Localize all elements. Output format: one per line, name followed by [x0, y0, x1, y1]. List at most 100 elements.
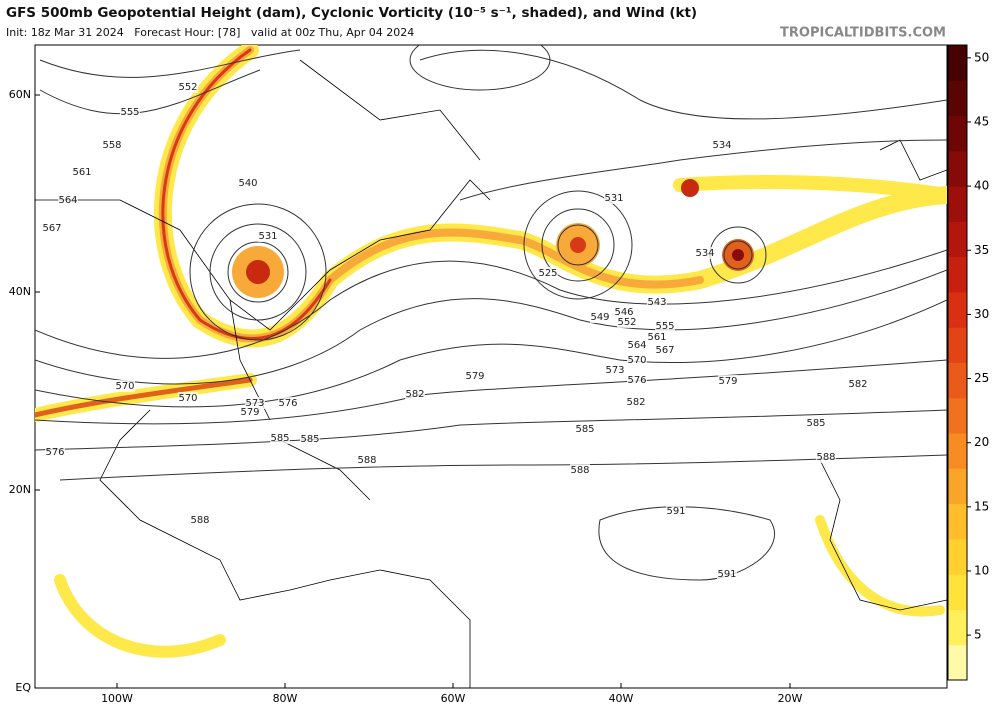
lon-label: 20W: [778, 692, 803, 705]
colorbar-band: [948, 609, 967, 646]
colorbar-frame: [947, 44, 968, 681]
contour-label-bg: [72, 166, 92, 178]
contour-label-bg: [45, 446, 65, 458]
contour-label: 585: [300, 434, 319, 445]
map-frame: [34, 44, 948, 689]
colorbar-tick-label: 45: [974, 114, 989, 128]
contour-label: 564: [627, 340, 646, 351]
colorbar-band: [948, 150, 967, 187]
colorbar-band: [948, 503, 967, 540]
colorbar-tick-label: 40: [974, 179, 989, 193]
contour-label-bg: [115, 380, 135, 392]
contour-label: 591: [717, 569, 736, 580]
contour-label-bg: [357, 454, 377, 466]
contour-label: 579: [718, 376, 737, 387]
lon-label: 60W: [441, 692, 466, 705]
title: GFS 500mb Geopotential Height (dam), Cyc…: [6, 5, 697, 21]
contour-label: 588: [570, 465, 589, 476]
contour-label: 588: [190, 515, 209, 526]
colorbar-band: [948, 327, 967, 363]
contour-label-bg: [238, 177, 258, 189]
contour-label: 576: [45, 447, 64, 458]
colorbar-tick-label: 35: [974, 243, 989, 257]
contour-label: 588: [816, 452, 835, 463]
contour-label: 570: [627, 355, 646, 366]
contour-label: 570: [115, 381, 134, 392]
colorbar-band: [948, 644, 967, 681]
lat-label: EQ: [15, 681, 31, 694]
colorbar-band: [948, 433, 967, 469]
lon-label: 100W: [101, 692, 133, 705]
contour-label-bg: [102, 139, 122, 151]
colorbar-band: [948, 291, 967, 328]
contour-label: 543: [647, 297, 666, 308]
axes: 60N 40N 20N EQ 100W 80W 60W 40W 20W: [9, 88, 803, 705]
contour-label-bg: [717, 568, 737, 580]
contour-label: 579: [465, 371, 484, 382]
contour-label: 555: [655, 321, 674, 332]
lon-label: 80W: [273, 692, 298, 705]
contour-label-bg: [42, 222, 62, 234]
contour-label: 567: [655, 345, 674, 356]
colorbar-band: [948, 538, 967, 575]
coastlines: [35, 59, 947, 688]
colorbar-band: [948, 468, 967, 505]
contour-label-bg: [647, 296, 667, 308]
contour-label-bg: [718, 375, 738, 387]
colorbar-tick-label: 30: [974, 307, 989, 321]
colorbar-tick-label: 5: [974, 628, 982, 642]
contour-label-bg: [465, 370, 485, 382]
contour-label: 531: [258, 231, 277, 242]
contour-label-bg: [604, 192, 624, 204]
contour-label-bg: [258, 230, 278, 242]
contour-label-bg: [538, 267, 558, 279]
contour-label: 573: [605, 365, 624, 376]
contour-label-bg: [590, 311, 610, 323]
contour-label: 552: [617, 317, 636, 328]
contour-label: 564: [58, 195, 77, 206]
contour-label: 531: [604, 193, 623, 204]
contour-label-bg: [58, 194, 78, 206]
colorbar-band: [948, 362, 967, 399]
contour-label: 582: [848, 379, 867, 390]
contour-label: 588: [357, 455, 376, 466]
contour-label: 573: [245, 398, 264, 409]
contour-label: 558: [102, 140, 121, 151]
contour-label: 585: [806, 418, 825, 429]
contour-label: 585: [575, 424, 594, 435]
colorbar: 5 10 15 20 25 30 35 40 45 50: [947, 44, 989, 681]
contour-label-bg: [575, 423, 595, 435]
contour-label-bg: [666, 505, 686, 517]
contour-label-bg: [120, 106, 140, 118]
contour-label: 561: [647, 332, 666, 343]
height-contours: [35, 45, 947, 581]
contour-label-bg: [627, 339, 647, 351]
contour-label-bg: [816, 451, 836, 463]
contour-label: 561: [72, 167, 91, 178]
contour-label-bg: [240, 406, 260, 418]
contour-label: 534: [712, 140, 731, 151]
contour-label-bg: [627, 374, 647, 386]
credit: TROPICALTIDBITS.COM: [780, 26, 946, 41]
contour-label: 549: [590, 312, 609, 323]
contour-label: 576: [627, 375, 646, 386]
contour-label: 534: [695, 248, 714, 259]
contour-label-bg: [605, 364, 625, 376]
colorbar-tick-label: 25: [974, 371, 989, 385]
contour-label-bg: [695, 247, 715, 259]
colorbar-band: [948, 186, 967, 222]
colorbar-band: [948, 80, 967, 117]
colorbar-tick-label: 20: [974, 435, 989, 449]
contour-label-bg: [614, 306, 634, 318]
contour-label: 576: [278, 398, 297, 409]
contour-label: 546: [614, 307, 633, 318]
colorbar-tick-label: 10: [974, 563, 989, 577]
lon-label: 40W: [609, 692, 634, 705]
lat-label: 60N: [9, 88, 31, 101]
lat-label: 20N: [9, 483, 31, 496]
init-line: Init: 18z Mar 31 2024 Forecast Hour: [78…: [6, 26, 414, 39]
contour-label: 555: [120, 107, 139, 118]
colorbar-band: [948, 221, 967, 258]
